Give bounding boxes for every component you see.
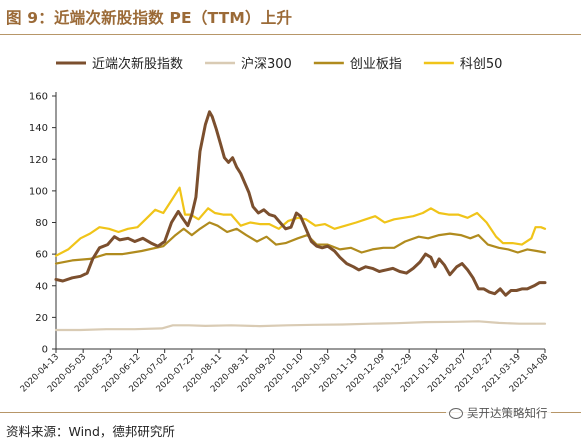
y-tick-label: 0 [42, 345, 48, 356]
y-tick-label: 80 [35, 218, 48, 229]
y-tick-label: 40 [35, 281, 48, 292]
watermark: 吴开达策略知行 [446, 404, 551, 422]
chart-area: 近端次新股指数 沪深300 创业板指 科创50 0 20 40 60 80 100 120 140 1… [19, 56, 550, 394]
watermark-text: 吴开达策略知行 [467, 406, 548, 420]
series-line-3 [54, 186, 547, 257]
y-tick-label: 140 [29, 123, 48, 134]
y-tick-label: 100 [29, 186, 48, 197]
legend-label: 沪深300 [241, 56, 292, 72]
series-line-1 [54, 320, 547, 332]
plot-lines [54, 110, 547, 332]
y-tick-label: 120 [29, 155, 48, 166]
y-tick-label: 60 [35, 250, 48, 261]
y-tick-label: 20 [35, 313, 48, 324]
chart-title: 图 9：近端次新股指数 PE（TTM）上升 [6, 9, 293, 27]
y-tick-label: 160 [29, 92, 48, 103]
title-divider [0, 34, 581, 35]
wechat-icon [449, 407, 463, 419]
source-note: 资料来源：Wind，德邦研究所 [6, 424, 175, 439]
legend: 近端次新股指数 沪深300 创业板指 科创50 [56, 56, 502, 72]
legend-label: 近端次新股指数 [92, 56, 183, 72]
legend-label: 创业板指 [350, 57, 402, 72]
series-line-0 [54, 110, 547, 297]
legend-label: 科创50 [460, 57, 503, 72]
footer-divider [0, 412, 581, 413]
